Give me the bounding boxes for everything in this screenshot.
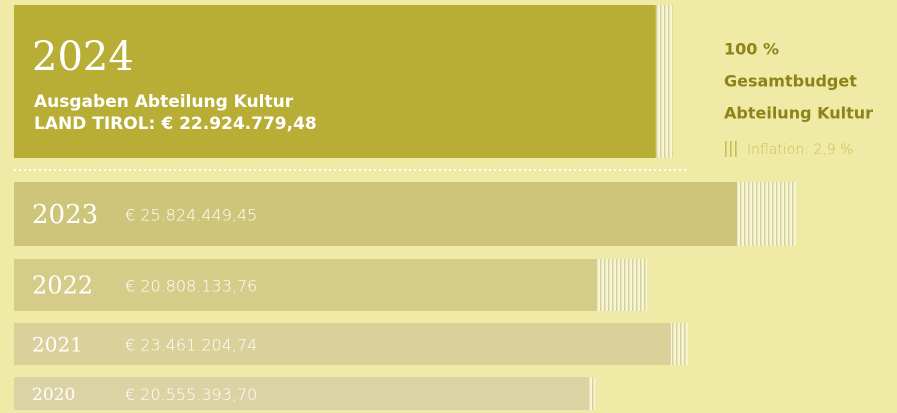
inflation-segment [589,377,596,410]
inflation-segment [655,5,673,158]
total-prefix: LAND TIROL: [34,114,155,134]
value-label: € 20.808.133,76 [125,277,257,296]
year-label: 2023 [32,200,98,230]
value-label: € 22.924.779,48 [160,114,316,134]
value-label: € 25.824.449,45 [125,206,257,225]
value-label: € 20.555.393,70 [125,385,257,404]
inflation-segment [596,259,648,311]
year-label: 2022 [32,272,93,300]
legend-swatch [735,141,737,157]
year-label: 2024 [32,34,134,80]
inflation-segment [670,323,688,365]
legend: Inflation: 2,9 % [725,141,853,158]
legend-swatch [730,141,732,157]
side-label: 100 % [724,40,779,59]
side-label: Abteilung Kultur [724,104,873,123]
bar [14,377,590,410]
subtitle: Ausgaben Abteilung Kultur [34,92,294,112]
year-label: 2021 [32,333,83,357]
legend-label: Inflation: 2,9 % [747,142,853,158]
inflation-segment [737,182,796,246]
bar [14,259,597,311]
bar [14,182,738,246]
total-label: LAND TIROL: € 22.924.779,48 [34,114,317,134]
legend-swatch [725,141,727,157]
bar [14,323,671,365]
bar [14,5,656,158]
side-label: Gesamtbudget [724,72,857,91]
year-label: 2020 [32,385,75,405]
value-label: € 23.461.204,74 [125,336,257,355]
